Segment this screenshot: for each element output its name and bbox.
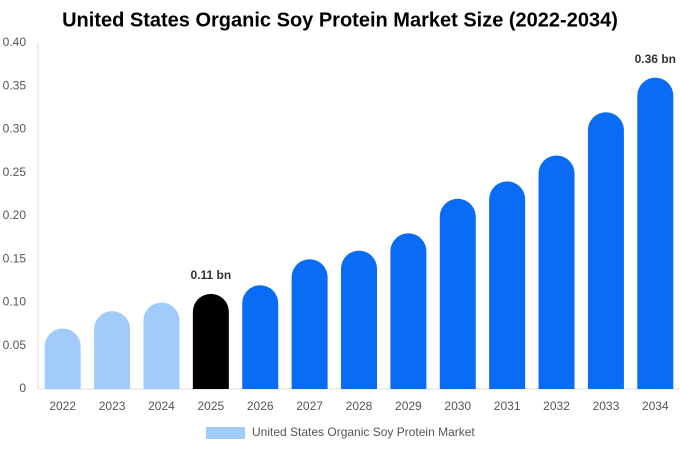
x-tick-label: 2026 <box>247 399 274 413</box>
bar <box>291 259 328 389</box>
x-tick-label: 2023 <box>99 399 126 413</box>
bar <box>439 198 476 389</box>
bar <box>341 250 377 389</box>
y-tick-label: 0.30 <box>3 122 27 136</box>
bar <box>143 302 180 389</box>
bar <box>192 293 229 389</box>
bar <box>242 285 279 389</box>
bar <box>390 233 427 389</box>
bar <box>637 77 674 389</box>
data-label: 0.11 bn <box>191 268 232 282</box>
bar <box>587 112 624 389</box>
x-tick-label: 2032 <box>543 399 570 413</box>
bar <box>44 328 81 389</box>
y-tick-label: 0.25 <box>3 165 27 179</box>
legend-swatch <box>206 427 245 439</box>
y-tick-label: 0.20 <box>3 208 27 222</box>
y-tick-label: 0 <box>19 381 26 395</box>
data-label: 0.36 bn <box>635 52 676 66</box>
x-tick-label: 2030 <box>444 399 471 413</box>
y-tick-label: 0.15 <box>3 251 27 265</box>
x-tick-label: 2034 <box>642 399 669 413</box>
x-tick-label: 2033 <box>593 399 620 413</box>
y-tick-label: 0.40 <box>3 35 27 49</box>
y-tick-label: 0.05 <box>3 338 27 352</box>
x-tick-label: 2031 <box>494 399 521 413</box>
y-tick-label: 0.35 <box>3 78 27 92</box>
x-tick-label: 2022 <box>49 399 76 413</box>
y-tick-label: 0.10 <box>3 295 27 309</box>
x-tick-label: 2028 <box>346 399 373 413</box>
x-tick-label: 2027 <box>296 399 323 413</box>
bar <box>538 155 575 389</box>
bar <box>489 181 526 389</box>
legend-label: United States Organic Soy Protein Market <box>252 425 475 439</box>
x-tick-label: 2029 <box>395 399 422 413</box>
x-tick-label: 2025 <box>197 399 224 413</box>
x-tick-label: 2024 <box>148 399 175 413</box>
chart-title: United States Organic Soy Protein Market… <box>62 9 618 31</box>
bar <box>94 311 131 389</box>
